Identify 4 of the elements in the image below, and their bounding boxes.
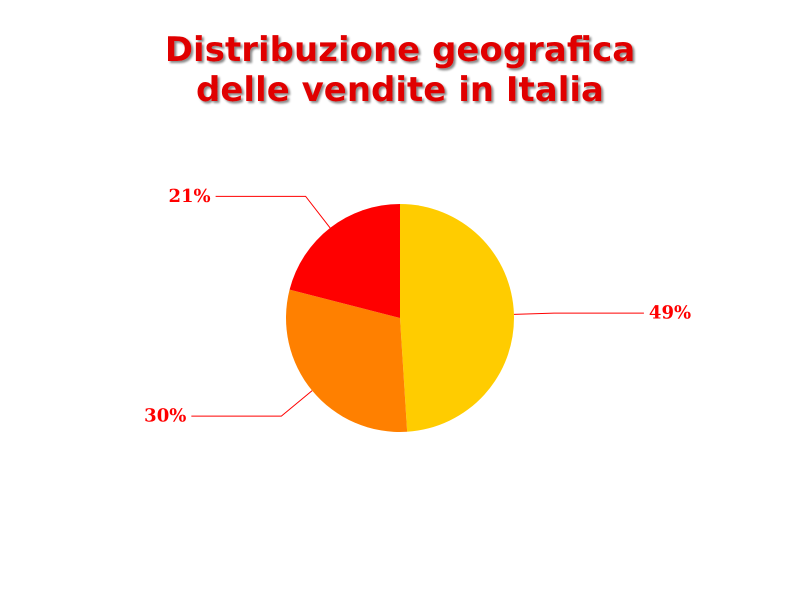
chart-title: Distribuzione geografica delle vendite in Italia: [164, 30, 636, 110]
data-label: 30%: [144, 406, 186, 427]
data-label: 21%: [168, 186, 211, 207]
data-label: 49%: [648, 302, 692, 324]
